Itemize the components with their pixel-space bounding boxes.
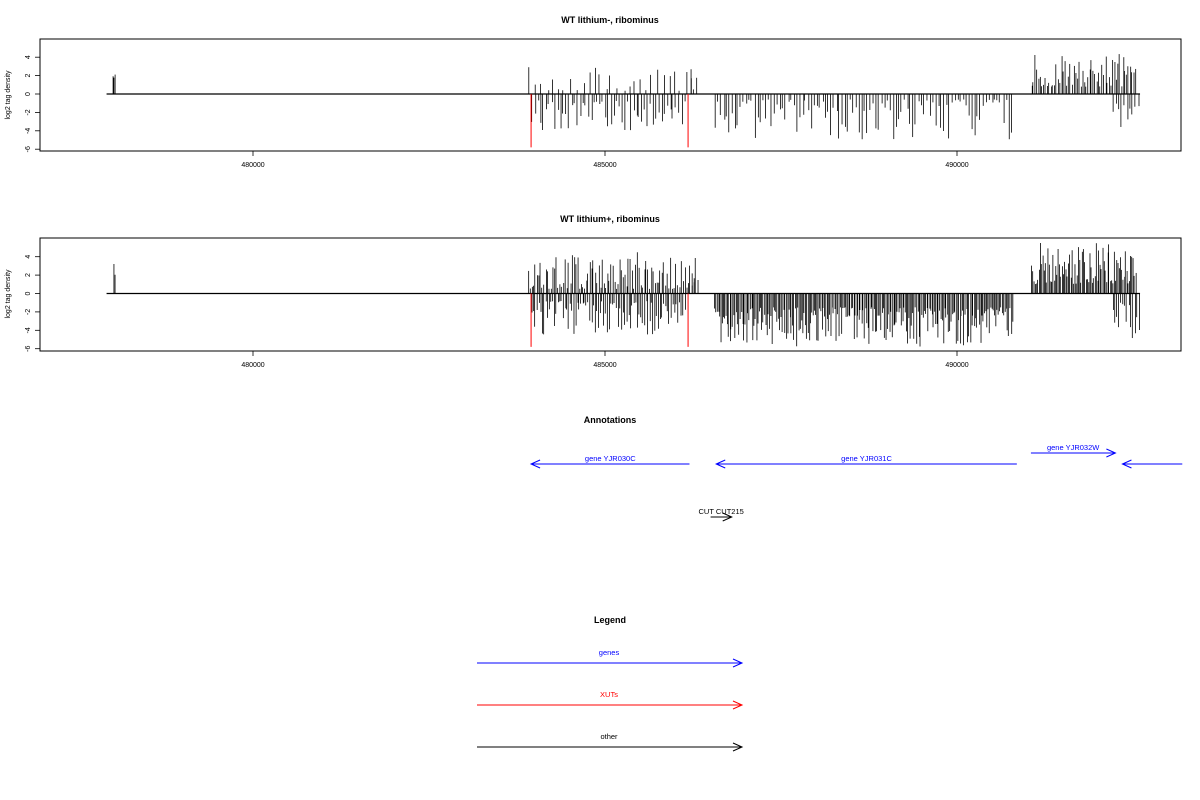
legend-label: XUTs — [600, 690, 618, 699]
legend-items: genes XUTs other — [477, 648, 744, 752]
annotations-title: Annotations — [584, 415, 637, 425]
arrow-head — [529, 459, 541, 469]
y-tick-label: 2 — [25, 74, 32, 78]
annotation-label: gene YJR032W — [1047, 443, 1100, 452]
y-axis-label: log2 tag density — [5, 70, 12, 120]
annotation-label: gene YJR031C — [841, 454, 892, 463]
legend-arrow — [477, 658, 744, 668]
track-title: WT lithium+, ribominus — [560, 214, 660, 224]
arrow-head — [722, 512, 733, 522]
annotation-arrow — [529, 459, 690, 469]
annotation-arrow — [710, 512, 733, 522]
y-tick-label: -2 — [25, 309, 32, 315]
annotation-arrow — [1030, 448, 1117, 458]
legend: Legend genes XUTs other — [477, 615, 744, 752]
x-tick-label: 490000 — [945, 162, 968, 169]
xut-markers — [530, 293, 689, 347]
y-tick-label: -4 — [25, 327, 32, 333]
annotation-arrow — [715, 459, 1017, 469]
y-tick-label: -6 — [25, 345, 32, 351]
plot-frame — [39, 38, 1182, 152]
track-panel-lithium-plus: WT lithium+, ribominus log2 tag density … — [5, 214, 1182, 369]
legend-title: Legend — [594, 615, 626, 625]
x-tick-label: 485000 — [593, 162, 616, 169]
legend-label: genes — [599, 648, 620, 657]
arrow-head — [732, 700, 744, 710]
legend-arrow — [477, 742, 744, 752]
density-bars — [106, 54, 1141, 140]
y-tick-label: -4 — [25, 128, 32, 134]
x-axis: 480000 485000 490000 — [241, 151, 969, 169]
plot-frame — [39, 237, 1182, 352]
y-axis: -6 -4 -2 0 2 4 — [25, 255, 40, 352]
x-tick-label: 480000 — [241, 162, 264, 169]
x-tick-label: 480000 — [241, 362, 264, 369]
legend-label: other — [600, 732, 618, 741]
y-tick-label: -2 — [25, 109, 32, 115]
x-tick-label: 490000 — [945, 362, 968, 369]
arrow-head — [715, 459, 726, 469]
x-tick-label: 485000 — [593, 362, 616, 369]
x-axis: 480000 485000 490000 — [241, 351, 969, 369]
y-axis: -6 -4 -2 0 2 4 — [25, 55, 40, 152]
arrow-head — [732, 658, 744, 668]
y-tick-label: -6 — [25, 146, 32, 152]
y-tick-label: 2 — [25, 273, 32, 277]
y-tick-label: 0 — [25, 92, 32, 96]
annotation-label: gene YJR030C — [585, 454, 636, 463]
y-tick-label: 4 — [25, 55, 32, 59]
arrow-head — [732, 742, 744, 752]
y-axis-label: log2 tag density — [5, 269, 12, 319]
legend-arrow — [477, 700, 744, 710]
xut-markers — [530, 94, 689, 148]
track-title: WT lithium-, ribominus — [561, 15, 659, 25]
y-tick-label: 0 — [25, 291, 32, 295]
annotation-arrow — [1121, 459, 1183, 469]
arrow-head — [1121, 459, 1132, 469]
density-bars — [106, 242, 1141, 347]
annotation-features: gene YJR030C gene YJR031C gene YJR032W CUT … — [529, 443, 1183, 522]
track-panel-lithium-minus: WT lithium-, ribominus log2 tag density … — [5, 15, 1182, 169]
annotations-panel: Annotations gene YJR030C gene YJR031Cgene… — [529, 415, 1183, 522]
arrow-head — [1106, 448, 1117, 458]
annotation-label: CUT CUT215 — [699, 507, 744, 516]
y-tick-label: 4 — [25, 255, 32, 259]
